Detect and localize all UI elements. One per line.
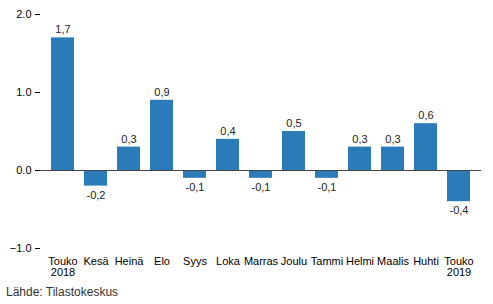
svg-text:Elo: Elo: [154, 255, 170, 267]
svg-text:-0,4: -0,4: [450, 204, 469, 216]
svg-text:0.0: 0.0: [16, 164, 31, 176]
svg-text:1,7: 1,7: [55, 23, 70, 35]
svg-text:−1.0: −1.0: [10, 242, 32, 254]
svg-text:-0,1: -0,1: [318, 181, 337, 193]
svg-text:Joulu: Joulu: [281, 255, 307, 267]
svg-text:0,3: 0,3: [352, 133, 367, 145]
svg-text:0,4: 0,4: [220, 125, 235, 137]
svg-text:0,6: 0,6: [418, 109, 433, 121]
svg-text:Heinä: Heinä: [115, 255, 145, 267]
svg-text:0,3: 0,3: [385, 133, 400, 145]
svg-text:Tammi: Tammi: [311, 255, 343, 267]
svg-text:Kesä: Kesä: [83, 255, 109, 267]
svg-text:Huhti: Huhti: [413, 255, 439, 267]
svg-text:Maalis: Maalis: [377, 255, 409, 267]
svg-text:Helmi: Helmi: [346, 255, 374, 267]
html-text:Lähde: Tilastokeskus: Lähde: Tilastokeskus: [6, 285, 119, 299]
svg-text:Touko2018: Touko2018: [48, 255, 77, 278]
svg-text:1.0: 1.0: [16, 86, 31, 98]
svg-text:-0,1: -0,1: [252, 181, 271, 193]
svg-text:Syys: Syys: [183, 255, 207, 267]
svg-text:Touko2019: Touko2019: [444, 255, 473, 278]
svg-text:0,5: 0,5: [286, 117, 301, 129]
svg-text:Marras: Marras: [244, 255, 279, 267]
svg-text:Loka: Loka: [216, 255, 241, 267]
svg-text:-0,2: -0,2: [87, 189, 106, 201]
svg-text:0,3: 0,3: [121, 133, 136, 145]
svg-text:-0,1: -0,1: [186, 181, 205, 193]
svg-text:2.0: 2.0: [16, 8, 31, 20]
svg-text:0,9: 0,9: [154, 86, 169, 98]
